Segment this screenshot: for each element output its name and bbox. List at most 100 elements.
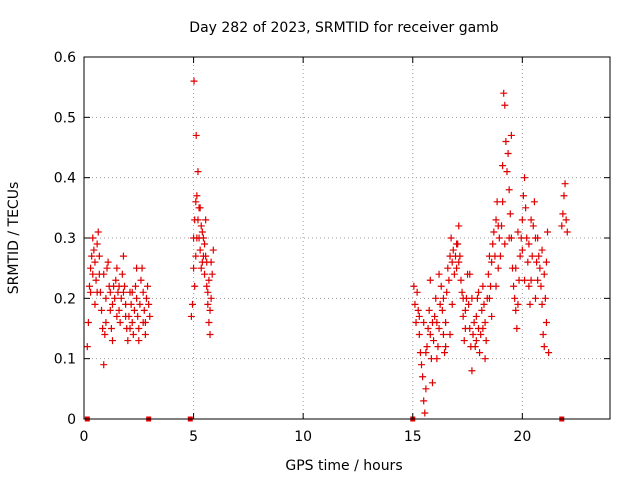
x-tick-label: 0 (80, 429, 89, 445)
data-point (507, 131, 515, 139)
data-point (439, 294, 447, 302)
data-point (140, 306, 148, 314)
data-point (130, 306, 138, 314)
data-point (488, 258, 496, 266)
data-point (113, 312, 121, 320)
data-point (482, 337, 490, 345)
data-point (539, 331, 547, 339)
data-point (480, 300, 488, 308)
data-point (192, 131, 200, 139)
data-point (490, 228, 498, 236)
data-point (418, 361, 426, 369)
x-tick-label: 20 (513, 429, 531, 445)
data-point (502, 137, 510, 145)
data-point (435, 325, 443, 332)
y-tick-label: 0 (67, 412, 76, 428)
data-point (124, 337, 132, 345)
data-point (100, 270, 108, 278)
data-point (87, 264, 95, 272)
data-point (434, 343, 442, 351)
data-point (103, 264, 111, 272)
data-point (194, 216, 202, 224)
x-tick-label: 15 (404, 429, 422, 445)
data-point (92, 276, 100, 284)
data-point (411, 300, 419, 308)
data-point (442, 318, 450, 326)
data-point (106, 288, 114, 296)
data-point (535, 252, 543, 260)
data-point (501, 240, 509, 248)
data-point (419, 373, 427, 381)
data-point (499, 198, 507, 206)
data-point (522, 204, 530, 212)
data-point (504, 150, 512, 158)
data-point (456, 252, 464, 260)
data-point (447, 234, 455, 242)
data-point (519, 192, 527, 200)
data-point (505, 186, 513, 194)
data-point (201, 240, 209, 248)
data-point (479, 325, 487, 332)
data-point (506, 210, 514, 218)
data-point (201, 270, 209, 278)
data-point (468, 367, 476, 375)
data-point (540, 343, 548, 351)
data-point (117, 294, 125, 302)
data-point (424, 325, 432, 332)
data-point (421, 409, 429, 417)
data-point (446, 331, 454, 339)
data-point (108, 300, 116, 308)
data-point (468, 294, 476, 302)
y-tick-label: 0.6 (54, 50, 76, 66)
data-point (542, 258, 550, 266)
data-point (134, 312, 142, 320)
data-point (449, 246, 457, 254)
data-point (531, 294, 539, 302)
data-point (128, 288, 136, 296)
data-point (472, 312, 480, 320)
axis-ticks: 0 0.1 0.2 0.3 0.4 0.5 0.6 0 5 10 15 20 (54, 50, 610, 445)
data-point (527, 216, 535, 224)
data-point (146, 312, 154, 320)
data-point (481, 355, 489, 363)
data-point (441, 349, 449, 357)
data-point (415, 331, 423, 339)
data-point (431, 312, 439, 320)
data-point (496, 252, 504, 260)
data-point (197, 264, 205, 272)
data-point (512, 306, 520, 314)
data-point (90, 246, 98, 254)
data-point (133, 294, 141, 302)
data-point (129, 331, 137, 339)
data-point (142, 294, 150, 302)
data-point (111, 294, 119, 302)
data-point (139, 318, 147, 326)
data-point (137, 276, 145, 284)
data-point (476, 349, 484, 357)
data-point (485, 294, 493, 302)
data-point (455, 222, 463, 230)
data-point (98, 306, 106, 314)
data-point (518, 246, 526, 254)
y-tick-label: 0.3 (54, 231, 76, 247)
data-point (442, 343, 450, 351)
data-point (428, 379, 436, 387)
data-point (102, 318, 110, 326)
data-point (85, 282, 93, 290)
data-point (132, 282, 140, 290)
data-point (199, 252, 207, 260)
data-point (495, 234, 503, 242)
data-point (193, 192, 201, 200)
data-point (415, 312, 423, 320)
data-point (91, 258, 99, 266)
data-point (126, 325, 134, 332)
y-tick-label: 0.1 (54, 352, 76, 368)
data-point (135, 337, 143, 345)
data-point (478, 306, 486, 314)
data-point (192, 198, 200, 206)
data-point (88, 252, 96, 260)
data-point (471, 343, 479, 351)
data-point (545, 349, 553, 357)
data-point (494, 264, 502, 272)
